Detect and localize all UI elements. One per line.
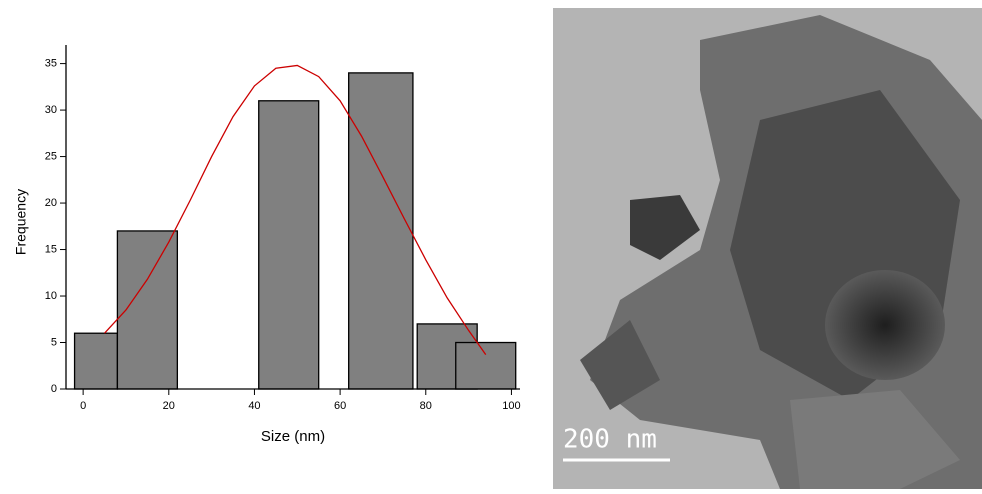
y-axis-label: Frequency [13,189,29,255]
y-tick-label: 5 [51,336,57,348]
bar [259,101,319,389]
x-tick-label: 80 [420,400,432,412]
y-tick-label: 35 [45,58,57,70]
y-tick-label: 0 [51,383,57,395]
x-axis-label: Size (nm) [261,428,325,445]
bar [349,73,413,389]
x-tick-label: 100 [502,400,520,412]
figure: 200 nm Frequency Size (nm) 0 5 10 15 20 25 30 3… [0,0,982,489]
page: 200 nm Frequency Size (nm) 0 5 10 15 20 25 30 3… [0,0,982,489]
tem-image: 200 nm [553,8,982,489]
y-tick-label: 20 [45,197,57,209]
x-tick-label: 0 [80,400,86,412]
x-tick-label: 60 [334,400,346,412]
x-tick-label: 40 [248,400,260,412]
y-tick-label: 30 [45,104,57,116]
bar [456,343,516,389]
y-tick-label: 15 [45,243,57,255]
y-tick-label: 10 [45,290,57,302]
x-tick-label: 20 [163,400,175,412]
y-tick-label: 25 [45,150,57,162]
scale-bar-label: 200 nm [563,425,657,455]
bar [75,333,118,389]
